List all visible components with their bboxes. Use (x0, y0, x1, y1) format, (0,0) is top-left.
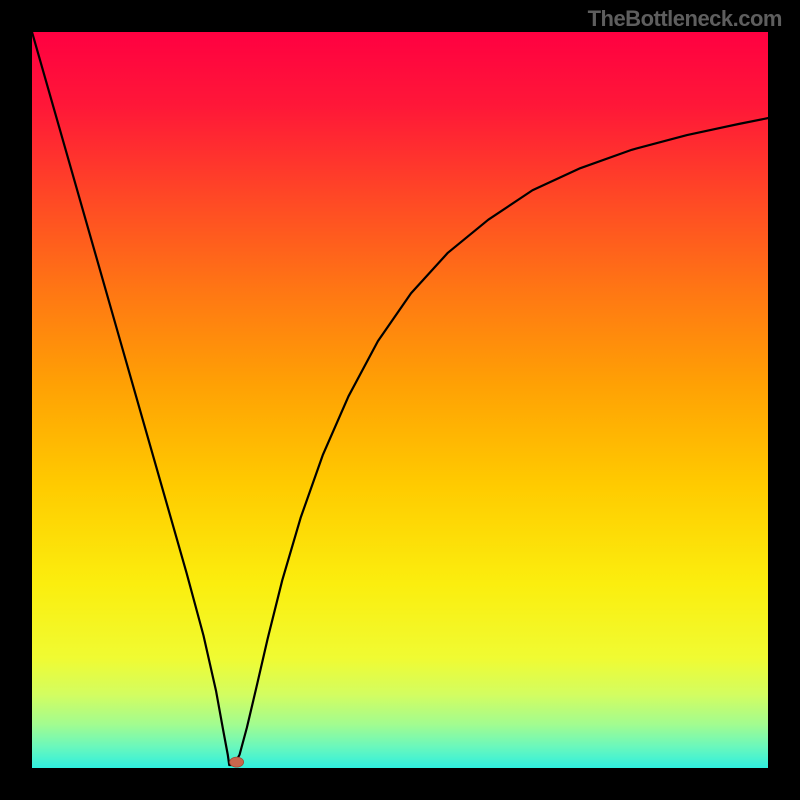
minimum-marker (230, 757, 244, 767)
watermark-text: TheBottleneck.com (588, 6, 782, 32)
chart-svg (32, 32, 768, 768)
